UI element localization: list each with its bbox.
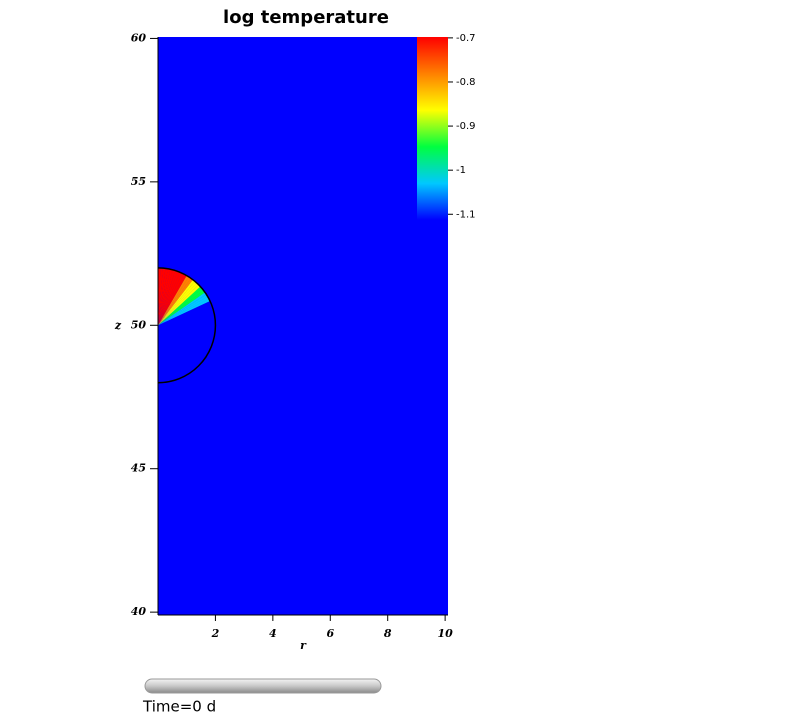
wedge-sector <box>158 268 166 326</box>
wedge-sector <box>158 278 193 326</box>
wedge-sector <box>158 268 171 326</box>
wedge-sector <box>158 298 211 326</box>
wedge-sector <box>158 267 164 326</box>
wedge-sector <box>158 288 204 326</box>
wedge-sector <box>158 275 189 326</box>
wedge-sector <box>158 269 173 326</box>
circle <box>158 267 217 384</box>
wedge-sector <box>158 267 161 326</box>
y-tick-label: 50 <box>131 318 147 331</box>
wedge-sector <box>158 279 195 326</box>
wedge-sector <box>158 268 168 326</box>
wedge-sector <box>158 294 208 326</box>
y-tick-label: 45 <box>131 462 146 475</box>
colorbar-tick-label: -0.7 <box>456 33 476 44</box>
wedge-sector <box>158 273 185 326</box>
wedge-sector <box>158 272 183 326</box>
colorbar-tick-label: -0.8 <box>456 77 476 88</box>
wedge-sector <box>158 274 187 326</box>
wedge-sector <box>158 282 199 326</box>
y-tick-label: 40 <box>131 605 147 618</box>
x-tick-label: 6 <box>326 627 334 640</box>
wedge-sector <box>158 296 209 326</box>
wedge-sector <box>158 271 180 326</box>
colorbar-tick-label: -0.9 <box>456 121 476 132</box>
wedge-sector <box>158 276 191 326</box>
circle-outline <box>158 267 217 384</box>
wedge-sector <box>158 292 207 326</box>
x-tick-label: 8 <box>384 627 392 640</box>
y-axis-label: z <box>114 319 122 332</box>
time-slider[interactable] <box>144 678 382 694</box>
colorbar <box>417 37 448 220</box>
x-tick-label: 10 <box>437 627 453 640</box>
wedge-sector <box>158 281 197 326</box>
wedge-sector <box>158 303 212 326</box>
time-label: Time=0 d <box>142 698 216 716</box>
x-tick-label: 4 <box>269 627 277 640</box>
wedge-sector <box>158 270 178 326</box>
wedge-sector <box>158 286 202 326</box>
wedge-sector <box>158 290 206 326</box>
wedge-sector <box>158 300 212 326</box>
y-tick-label: 60 <box>131 31 147 44</box>
wedge-sector <box>158 269 176 326</box>
wedge-sector <box>158 284 201 326</box>
x-axis-label: r <box>300 639 307 652</box>
colorbar-tick-label: -1 <box>456 165 466 176</box>
wedge <box>158 267 212 326</box>
x-tick-label: 2 <box>211 627 220 640</box>
field <box>158 37 448 615</box>
y-tick-label: 55 <box>131 175 146 188</box>
colorbar-tick-label: -1.1 <box>456 209 476 220</box>
chart-title: log temperature <box>223 7 389 28</box>
